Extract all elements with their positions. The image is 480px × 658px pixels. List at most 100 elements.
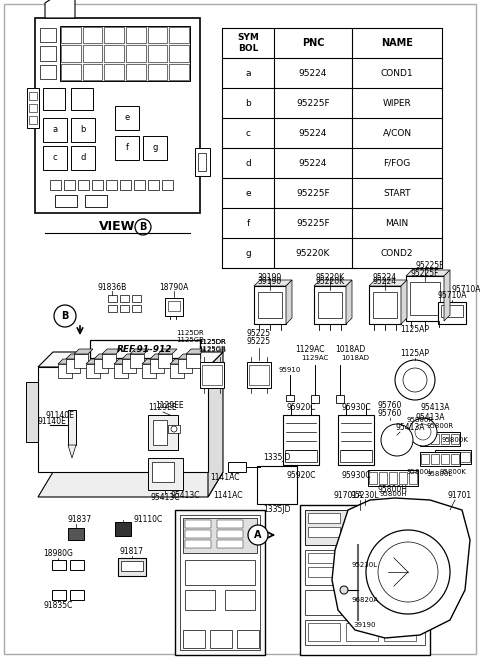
Bar — [43, 118, 67, 142]
Circle shape — [409, 418, 437, 446]
Bar — [283, 415, 319, 465]
Text: 91701: 91701 — [448, 492, 472, 501]
Bar — [148, 27, 168, 43]
Bar — [336, 395, 344, 403]
Bar — [55, 195, 77, 207]
Text: c: c — [245, 128, 251, 138]
Bar — [94, 359, 108, 373]
Polygon shape — [68, 445, 76, 458]
Bar — [120, 305, 129, 312]
Text: 91701A: 91701A — [333, 492, 363, 501]
Bar — [86, 364, 100, 378]
Bar — [305, 620, 425, 645]
Text: 95710A: 95710A — [437, 291, 467, 301]
Bar — [115, 136, 139, 160]
Bar — [308, 513, 340, 523]
Text: a: a — [245, 68, 251, 78]
Bar — [379, 472, 387, 484]
Text: f: f — [246, 218, 250, 228]
Text: 95800K: 95800K — [442, 437, 468, 443]
Bar — [74, 354, 88, 368]
Bar — [366, 567, 416, 577]
Bar — [368, 470, 418, 486]
Polygon shape — [444, 270, 450, 321]
Text: 95800K: 95800K — [440, 469, 467, 475]
Bar — [61, 27, 81, 43]
Bar — [451, 434, 459, 444]
Bar — [346, 513, 378, 523]
Text: NAME: NAME — [381, 38, 413, 48]
Bar — [169, 64, 189, 80]
Bar — [150, 359, 164, 373]
Polygon shape — [170, 359, 189, 364]
Text: 39190: 39190 — [258, 278, 282, 286]
Text: 95760: 95760 — [378, 401, 402, 409]
Bar — [420, 432, 460, 446]
Bar — [185, 540, 211, 548]
Bar — [148, 45, 168, 62]
Bar — [311, 395, 319, 403]
Text: 95224: 95224 — [373, 272, 397, 282]
Bar — [441, 305, 463, 317]
Text: 1129AC: 1129AC — [301, 355, 329, 361]
Bar — [318, 292, 342, 318]
Bar — [29, 92, 37, 100]
Bar — [132, 305, 141, 312]
Bar — [305, 590, 425, 615]
Text: 95930C: 95930C — [341, 403, 371, 413]
Polygon shape — [142, 359, 161, 364]
Bar — [122, 359, 136, 373]
Bar — [148, 415, 178, 450]
Polygon shape — [130, 349, 149, 354]
Text: 95230L: 95230L — [351, 490, 379, 499]
Bar — [286, 395, 294, 401]
Text: 96820A: 96820A — [351, 597, 379, 603]
Text: 91835C: 91835C — [43, 601, 72, 611]
Bar — [178, 359, 192, 373]
Bar — [60, 26, 190, 81]
Bar — [78, 180, 89, 190]
Polygon shape — [94, 354, 113, 359]
Bar — [165, 298, 183, 316]
Bar — [305, 550, 425, 585]
Text: REF.91-912: REF.91-912 — [117, 345, 173, 353]
Bar — [148, 458, 183, 490]
Text: 95224: 95224 — [299, 128, 327, 138]
Bar — [121, 561, 143, 571]
Polygon shape — [122, 354, 141, 359]
Polygon shape — [254, 280, 292, 286]
Bar — [29, 104, 37, 112]
Text: 95413A: 95413A — [415, 413, 445, 422]
Text: 91836B: 91836B — [97, 282, 127, 291]
Bar — [126, 64, 145, 80]
Bar — [71, 118, 95, 142]
Text: 95220K: 95220K — [315, 272, 345, 282]
Bar — [217, 520, 243, 528]
Bar — [186, 354, 200, 368]
Polygon shape — [102, 349, 121, 354]
Bar — [237, 630, 259, 648]
Text: 1125DR: 1125DR — [198, 339, 226, 345]
Bar — [185, 590, 215, 610]
Bar — [254, 286, 286, 324]
Bar — [308, 623, 340, 641]
Text: 91140E: 91140E — [38, 417, 67, 426]
Text: c: c — [53, 153, 57, 163]
Text: 95225F: 95225F — [296, 188, 330, 197]
Bar — [384, 623, 416, 641]
Text: 95910: 95910 — [279, 367, 301, 373]
Bar — [83, 45, 102, 62]
Text: COND1: COND1 — [381, 68, 413, 78]
Bar — [420, 452, 460, 466]
Bar — [61, 64, 81, 80]
Circle shape — [403, 368, 427, 392]
Text: b: b — [80, 126, 86, 134]
Bar — [40, 46, 56, 61]
Bar — [170, 364, 184, 378]
Polygon shape — [150, 354, 169, 359]
Bar — [438, 302, 466, 324]
Bar — [162, 180, 173, 190]
Bar — [66, 359, 80, 373]
Text: VIEW: VIEW — [99, 220, 135, 234]
Text: 95230L: 95230L — [352, 562, 378, 568]
